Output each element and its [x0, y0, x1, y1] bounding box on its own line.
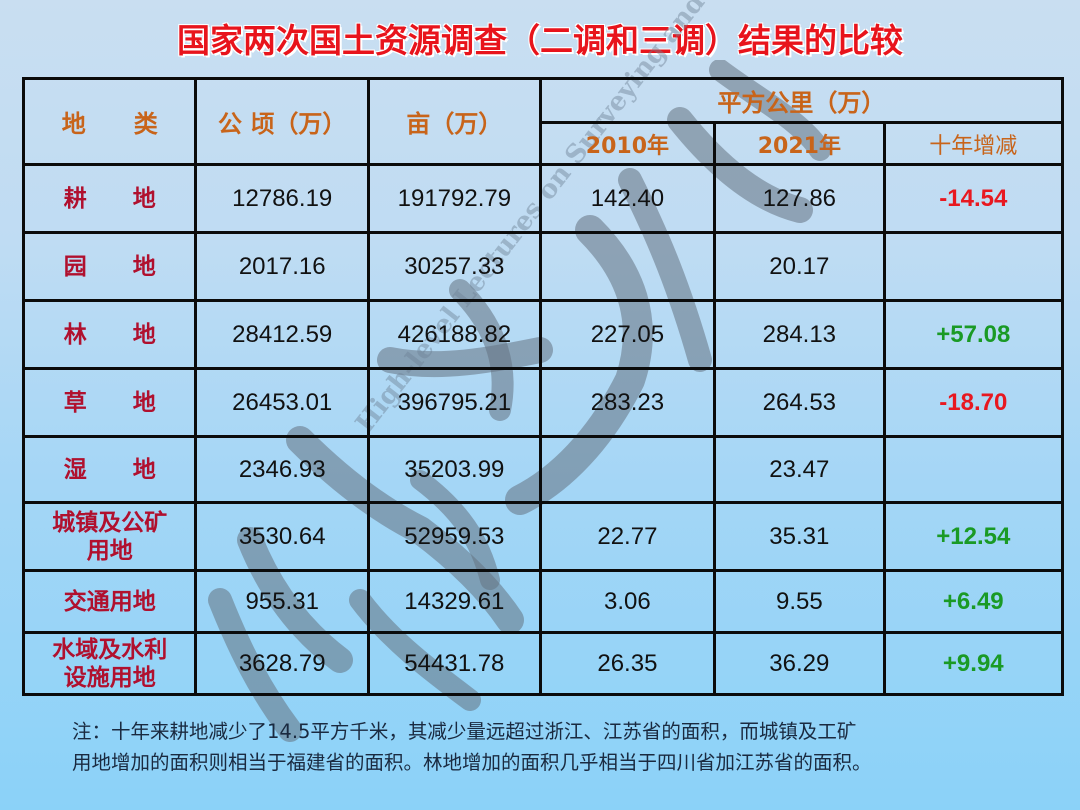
row-category-line2: 设施用地 [63, 663, 156, 691]
row-2010: 227.05 [538, 299, 717, 370]
row-mu: 191792.79 [367, 163, 542, 234]
header-mu: 亩（万） [367, 77, 542, 166]
row-hectares: 3530.64 [194, 501, 371, 572]
row-category: 城镇及公矿 用地 [21, 501, 198, 572]
table-row: 草 地 26453.01 396795.21 283.23 264.53 -18… [21, 367, 1065, 438]
row-change: -14.54 [882, 163, 1065, 234]
row-2010: 3.06 [538, 569, 717, 634]
row-mu: 14329.61 [367, 569, 542, 634]
row-category: 湿 地 [21, 435, 198, 504]
row-2010: 26.35 [538, 631, 717, 696]
table-row: 林 地 28412.59 426188.82 227.05 284.13 +57… [21, 299, 1065, 370]
row-2010 [538, 435, 717, 504]
page-title: 国家两次国土资源调查（二调和三调）结果的比较 [177, 21, 903, 60]
row-mu: 52959.53 [367, 501, 542, 572]
row-mu: 426188.82 [367, 299, 542, 370]
row-hectares: 3628.79 [194, 631, 371, 696]
footnote-line2: 用地增加的面积则相当于福建省的面积。林地增加的面积几乎相当于四川省加江苏省的面积… [72, 751, 872, 774]
row-change: +9.94 [882, 631, 1065, 696]
row-change: +12.54 [882, 501, 1065, 572]
header-category: 地 类 [21, 77, 198, 166]
row-hectares: 26453.01 [194, 367, 371, 438]
row-change: +6.49 [882, 569, 1065, 634]
row-hectares: 28412.59 [194, 299, 371, 370]
row-2021: 35.31 [713, 501, 886, 572]
row-category: 交通用地 [21, 569, 198, 634]
table-row: 城镇及公矿 用地 3530.64 52959.53 22.77 35.31 +1… [21, 501, 1065, 572]
row-2021: 264.53 [713, 367, 886, 438]
row-2021: 9.55 [713, 569, 886, 634]
row-2021: 36.29 [713, 631, 886, 696]
footnote: 注：十年来耕地减少了14.5平方千米，其减少量远超过浙江、江苏省的面积，而城镇及… [72, 716, 1062, 778]
header-2010: 2010年 [538, 121, 717, 166]
row-category: 林 地 [21, 299, 198, 370]
row-hectares: 2017.16 [194, 231, 371, 302]
row-change [882, 231, 1065, 302]
row-2021: 20.17 [713, 231, 886, 302]
row-hectares: 955.31 [194, 569, 371, 634]
row-2021: 23.47 [713, 435, 886, 504]
table-row: 水域及水利 设施用地 3628.79 54431.78 26.35 36.29 … [21, 631, 1065, 696]
row-2010: 283.23 [538, 367, 717, 438]
footnote-line1: 注：十年来耕地减少了14.5平方千米，其减少量远超过浙江、江苏省的面积，而城镇及… [72, 720, 857, 743]
row-mu: 54431.78 [367, 631, 542, 696]
row-2010 [538, 231, 717, 302]
header-2021: 2021年 [713, 121, 886, 166]
header-hectares: 公 顷（万） [194, 77, 371, 166]
comparison-table: 地 类 公 顷（万） 亩（万） 平方公里（万） 2010年 2021年 十年增减… [21, 77, 1065, 696]
row-change [882, 435, 1065, 504]
row-2021: 284.13 [713, 299, 886, 370]
row-category-line2: 用地 [86, 536, 133, 564]
header-row-top: 地 类 公 顷（万） 亩（万） 平方公里（万） [21, 77, 1065, 166]
row-change: -18.70 [882, 367, 1065, 438]
table-row: 耕 地 12786.19 191792.79 142.40 127.86 -14… [21, 163, 1065, 234]
row-mu: 35203.99 [367, 435, 542, 504]
row-2021: 127.86 [713, 163, 886, 234]
row-change: +57.08 [882, 299, 1065, 370]
row-category: 耕 地 [21, 163, 198, 234]
row-hectares: 12786.19 [194, 163, 371, 234]
table-row: 交通用地 955.31 14329.61 3.06 9.55 +6.49 [21, 569, 1065, 634]
header-sqkm-group: 平方公里（万） [538, 77, 1065, 124]
header-change: 十年增减 [882, 121, 1065, 166]
row-hectares: 2346.93 [194, 435, 371, 504]
table-row: 湿 地 2346.93 35203.99 23.47 [21, 435, 1065, 504]
row-category: 园 地 [21, 231, 198, 302]
row-category-line1: 城镇及公矿 [52, 508, 168, 536]
row-category: 草 地 [21, 367, 198, 438]
row-category: 水域及水利 设施用地 [21, 631, 198, 696]
row-2010: 22.77 [538, 501, 717, 572]
row-mu: 30257.33 [367, 231, 542, 302]
row-mu: 396795.21 [367, 367, 542, 438]
row-category-line1: 水域及水利 [52, 635, 168, 663]
row-2010: 142.40 [538, 163, 717, 234]
table-row: 园 地 2017.16 30257.33 20.17 [21, 231, 1065, 302]
